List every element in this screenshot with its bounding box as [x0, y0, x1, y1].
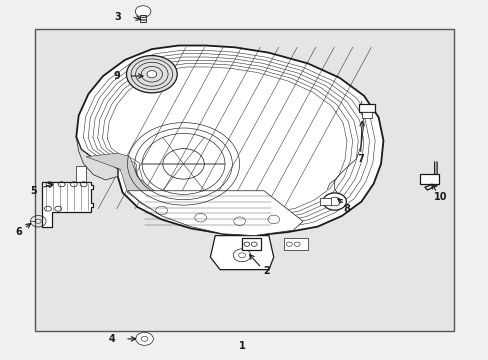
Bar	[140, 15, 146, 22]
Text: 2: 2	[263, 266, 269, 276]
Circle shape	[323, 193, 346, 210]
Circle shape	[126, 55, 177, 93]
Text: 6: 6	[16, 227, 22, 237]
Circle shape	[135, 6, 151, 17]
Bar	[35, 30, 453, 330]
Bar	[419, 174, 438, 184]
Text: 1: 1	[238, 341, 245, 351]
Polygon shape	[86, 153, 254, 230]
Text: 7: 7	[356, 154, 363, 164]
Text: 8: 8	[343, 204, 349, 215]
Bar	[283, 238, 307, 250]
Circle shape	[147, 71, 157, 78]
Polygon shape	[42, 182, 93, 226]
Polygon shape	[210, 235, 273, 270]
Text: 10: 10	[433, 192, 447, 202]
Polygon shape	[76, 166, 86, 184]
Polygon shape	[127, 191, 303, 235]
Text: 3: 3	[114, 12, 121, 22]
Bar	[320, 198, 330, 205]
Bar	[242, 238, 260, 250]
Bar	[358, 104, 374, 112]
Polygon shape	[76, 137, 118, 180]
Bar	[361, 112, 371, 118]
Polygon shape	[76, 45, 383, 235]
Text: 4: 4	[108, 334, 115, 344]
Text: 5: 5	[30, 186, 37, 196]
Text: 9: 9	[113, 71, 120, 81]
Circle shape	[136, 332, 153, 345]
